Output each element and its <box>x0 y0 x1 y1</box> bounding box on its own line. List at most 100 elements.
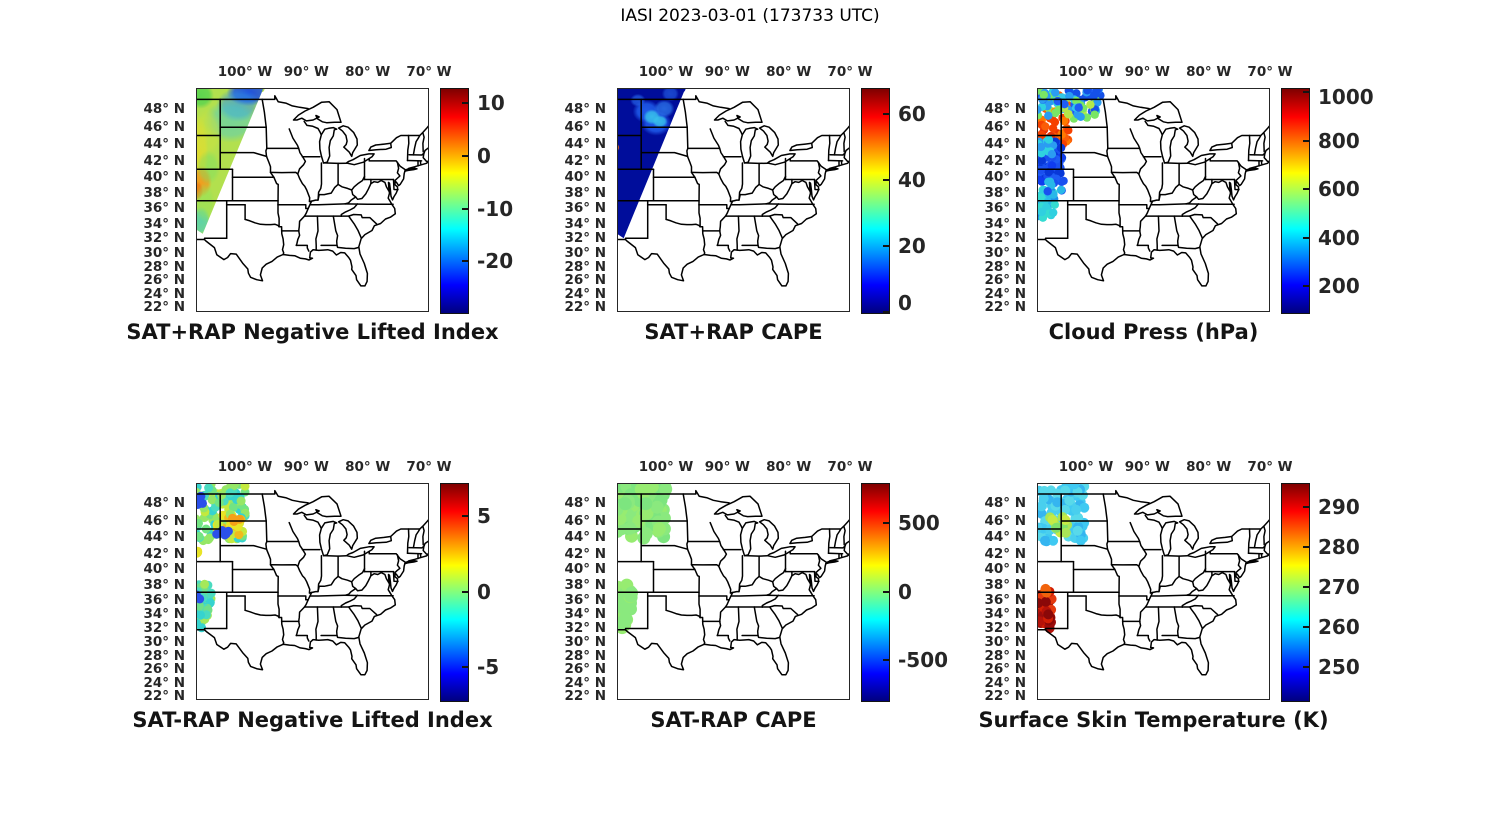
lat-tick-label: 42° N <box>564 152 606 169</box>
state-boundary <box>789 142 814 152</box>
state-boundary <box>196 146 429 287</box>
lat-tick-label: 38° N <box>143 185 185 202</box>
state-boundary <box>1158 162 1164 201</box>
lat-tick-label: 34° N <box>984 606 1026 623</box>
state-boundary <box>617 95 730 110</box>
lat-tick-label: 22° N <box>984 687 1026 704</box>
state-boundary <box>843 525 846 546</box>
state-boundary <box>731 567 787 594</box>
state-boundary <box>332 606 339 637</box>
colorbar-tick <box>1303 236 1309 239</box>
lat-tick-label: 26° N <box>564 661 606 678</box>
panel-title: SAT+RAP Negative Lifted Index <box>126 320 499 344</box>
state-boundary <box>422 132 425 153</box>
colorbar-tick-label: 250 <box>1318 654 1360 679</box>
state-boundary <box>771 182 793 201</box>
state-boundary <box>753 215 760 247</box>
state-boundary <box>617 539 850 676</box>
state-boundary <box>347 606 362 629</box>
lat-tick-label: 24° N <box>143 674 185 691</box>
state-boundary <box>1119 616 1126 646</box>
state-boundary <box>1181 203 1200 217</box>
state-boundary <box>1118 203 1121 228</box>
state-boundary <box>1060 544 1109 550</box>
state-boundary <box>758 125 780 158</box>
colorbar-tick-label: -5 <box>477 655 500 680</box>
lat-tick-label: 24° N <box>564 674 606 691</box>
lat-tick-label: 48° N <box>143 100 185 117</box>
state-boundary <box>810 124 850 145</box>
lon-tick-label: 70° W <box>827 459 873 475</box>
lat-tick-label: 44° N <box>564 529 606 546</box>
state-boundary <box>698 595 701 619</box>
lat-tick-label: 36° N <box>984 591 1026 608</box>
colorbar-tick <box>462 514 468 517</box>
state-boundary <box>1247 134 1251 162</box>
lat-tick-label: 28° N <box>143 648 185 665</box>
lat-tick-label: 44° N <box>984 529 1026 546</box>
state-boundary <box>815 554 822 574</box>
lat-tick-label: 40° N <box>984 561 1026 578</box>
map-frame <box>196 88 429 312</box>
lat-tick-label: 38° N <box>564 576 606 593</box>
state-boundary <box>288 521 313 637</box>
colorbar-tick <box>1303 585 1309 588</box>
state-boundary <box>815 161 822 182</box>
lat-tick-label: 28° N <box>984 258 1026 275</box>
lat-tick-label: 48° N <box>564 100 606 117</box>
state-boundary <box>1253 134 1262 156</box>
state-boundary <box>1245 559 1259 565</box>
state-boundary <box>690 171 720 175</box>
state-boundary <box>1249 152 1266 156</box>
state-boundary <box>827 134 831 162</box>
state-boundary <box>833 528 842 549</box>
colorbar-tick <box>1303 285 1309 288</box>
lat-tick-label: 46° N <box>984 118 1026 135</box>
state-boundary <box>1037 489 1150 504</box>
lat-tick-label: 30° N <box>143 634 185 651</box>
colorbar-tick <box>1303 665 1309 668</box>
state-boundary <box>1102 493 1108 522</box>
state-boundary <box>389 518 429 538</box>
lat-tick-label: 44° N <box>143 136 185 153</box>
colorbar-tick <box>883 590 889 593</box>
lon-tick-label: 90° W <box>704 459 750 475</box>
map-frame <box>196 483 429 700</box>
state-boundary <box>1173 215 1180 247</box>
colorbar-tick <box>462 154 468 157</box>
map-1 <box>617 88 850 312</box>
state-boundary <box>1173 606 1180 637</box>
state-boundary <box>394 554 401 574</box>
state-boundary <box>1110 171 1140 175</box>
lat-tick-label: 34° N <box>984 215 1026 232</box>
map-3 <box>196 483 429 700</box>
state-boundary <box>1233 570 1240 583</box>
state-boundary <box>1156 606 1160 641</box>
lat-tick-label: 48° N <box>143 495 185 512</box>
colorbar-tick <box>883 244 889 247</box>
colorbar-tick-label: 0 <box>898 579 912 604</box>
state-boundary <box>730 203 767 206</box>
lon-tick-label: 70° W <box>406 64 452 80</box>
lon-tick-label: 80° W <box>345 459 391 475</box>
state-boundary <box>1119 226 1126 256</box>
colorbar-tick-label: 200 <box>1318 274 1360 299</box>
state-boundary <box>404 167 418 172</box>
state-boundary <box>392 570 399 583</box>
state-boundary <box>1037 146 1270 287</box>
state-boundary <box>265 155 279 206</box>
state-boundary <box>368 157 406 171</box>
state-boundary <box>771 574 793 592</box>
state-boundary <box>277 203 309 210</box>
state-boundary <box>344 196 357 205</box>
state-boundary <box>203 237 228 241</box>
state-boundary <box>1110 564 1140 568</box>
lat-tick-label: 24° N <box>984 285 1026 302</box>
state-boundary <box>261 493 267 522</box>
state-boundary <box>768 215 783 239</box>
state-boundary <box>791 178 812 194</box>
colorbar <box>861 88 890 314</box>
